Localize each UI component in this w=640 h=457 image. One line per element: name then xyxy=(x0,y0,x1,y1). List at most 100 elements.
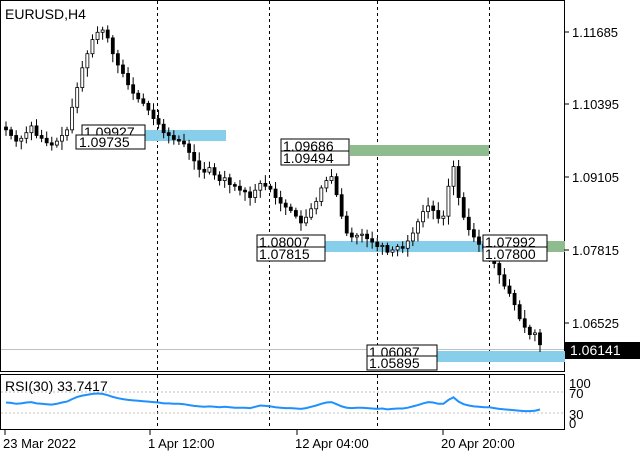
candle-body xyxy=(227,177,232,185)
zone-label-box-2[interactable]: 1.09686 1.09494 xyxy=(280,138,350,166)
candle-body xyxy=(253,189,258,198)
rsi-level-100: 100 xyxy=(569,376,591,391)
candle-body xyxy=(304,216,308,224)
candle-body xyxy=(365,233,369,240)
candle-body xyxy=(502,274,507,287)
zone-label-box-4[interactable]: 1.07992 1.07800 xyxy=(482,234,548,262)
zone-label-box-5[interactable]: 1.06087 1.05895 xyxy=(366,344,438,371)
price-tick-4: 1.07815 xyxy=(572,243,619,258)
candle-body xyxy=(187,143,191,153)
candle-body xyxy=(344,215,349,234)
zone-label-box-1[interactable]: 1.09927 1.09735 xyxy=(75,124,146,150)
candle-body xyxy=(461,197,466,218)
zone3-upper-label: 1.08007 xyxy=(259,234,310,250)
candle-body xyxy=(446,185,451,217)
time-tick-3: 12 Apr 04:00 xyxy=(295,436,369,451)
candle-body xyxy=(141,98,146,104)
candle-body xyxy=(248,191,253,198)
candle-body xyxy=(273,188,278,198)
candle-body xyxy=(299,215,303,224)
candle-body xyxy=(4,126,8,131)
candle-body xyxy=(324,180,329,189)
rsi-line xyxy=(5,392,541,413)
candle-body xyxy=(268,185,273,190)
candle-body xyxy=(60,135,64,142)
candle-body xyxy=(171,135,176,140)
candle-body xyxy=(319,187,324,202)
zone2-rect xyxy=(350,145,489,156)
candle-body xyxy=(355,234,359,238)
zone2-lower-box xyxy=(280,150,350,166)
candle-body xyxy=(34,125,39,136)
candle-body xyxy=(517,304,522,320)
candle-body xyxy=(151,109,156,119)
rsi-label: RSI(30) 33.7417 xyxy=(5,378,108,394)
candle-body xyxy=(293,210,298,217)
candle-body xyxy=(243,189,247,193)
price-tick-1: 1.11685 xyxy=(572,25,618,40)
candle-body xyxy=(192,152,197,162)
candle-body xyxy=(207,167,212,173)
zone4-lower-label: 1.07800 xyxy=(485,246,536,262)
zone1-lower-label: 1.09735 xyxy=(79,134,130,150)
price-tick-3: 1.09105 xyxy=(572,170,619,185)
candle-body xyxy=(329,176,334,182)
candle-body xyxy=(85,53,90,69)
candle-body xyxy=(538,332,542,346)
candle-body xyxy=(512,292,517,306)
time-tick-4: 20 Apr 20:00 xyxy=(441,436,515,451)
candle-body xyxy=(44,137,49,144)
candle-body xyxy=(288,206,293,211)
candle-body xyxy=(197,160,202,170)
zone5-lower-box xyxy=(366,355,438,371)
candle-body xyxy=(29,125,34,134)
candle-body xyxy=(466,216,471,231)
candle-body xyxy=(75,87,80,108)
zone2-lower-label: 1.09494 xyxy=(283,150,334,166)
candle-body xyxy=(232,184,237,187)
grid-lines xyxy=(157,1,490,429)
candle-body xyxy=(121,64,125,74)
rsi-level-70: 70 xyxy=(569,386,583,401)
candle-body xyxy=(416,221,420,234)
current-price-badge: 1.06141 xyxy=(565,342,640,359)
candle-body xyxy=(238,185,242,191)
price-tick-2: 1.10395 xyxy=(572,97,619,112)
candle-body xyxy=(202,168,207,173)
price-tick-5: 1.06525 xyxy=(572,316,619,331)
rsi-level-30: 30 xyxy=(569,407,583,422)
candle-body xyxy=(146,102,151,111)
candle-body xyxy=(90,39,95,55)
candle-body xyxy=(161,123,166,134)
price-axis: 1.11685 1.10395 1.09105 1.07815 1.06525 xyxy=(564,25,619,331)
candle-body xyxy=(19,137,24,142)
candle-body xyxy=(533,332,537,335)
candle-body xyxy=(385,245,390,253)
rsi-level-0: 0 xyxy=(569,416,576,431)
candle-body xyxy=(54,140,59,146)
candle-body xyxy=(426,205,431,213)
candle-body xyxy=(131,84,136,94)
candle-body xyxy=(278,197,283,204)
candle-body xyxy=(80,67,85,88)
candle-body xyxy=(390,249,395,253)
candle-body xyxy=(522,318,527,328)
candle-body xyxy=(217,174,222,182)
zone5-lower-label: 1.05895 xyxy=(369,355,420,371)
zone-label-box-3[interactable]: 1.08007 1.07815 xyxy=(256,234,326,262)
candle-body xyxy=(95,31,100,41)
candle-body xyxy=(126,73,130,86)
candle-body xyxy=(212,167,217,176)
rsi-plot-frame xyxy=(0,374,565,430)
current-price-badge-bg xyxy=(565,342,640,359)
candle-body xyxy=(360,233,364,236)
candle-body xyxy=(441,215,446,219)
zone3-lower-label: 1.07815 xyxy=(259,246,310,262)
candle-body xyxy=(405,240,410,249)
candle-body xyxy=(263,183,268,187)
candle-body xyxy=(49,142,54,146)
candle-body xyxy=(9,129,13,136)
candle-body xyxy=(436,210,441,219)
rsi-axis: 100 70 30 0 xyxy=(569,376,591,431)
